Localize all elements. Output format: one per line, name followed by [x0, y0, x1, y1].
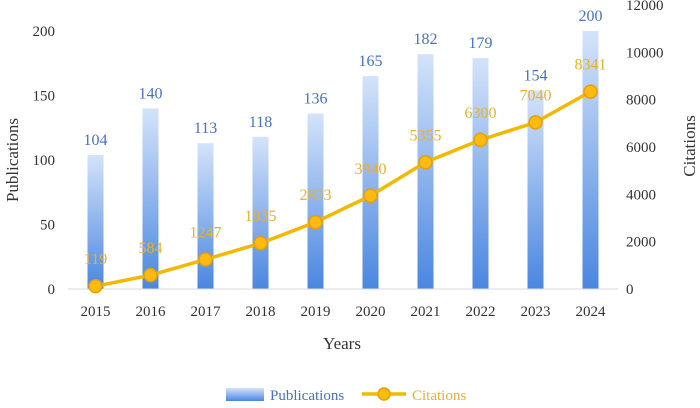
- y-right-tick-label: 4000: [626, 187, 656, 203]
- bar-publications-2023: [527, 90, 544, 289]
- legend-citations-label: Citations: [412, 388, 466, 403]
- bar-data-label: 200: [579, 8, 603, 25]
- axis-layer: 2015 2016 2017 2018 2019 2020 2021 2022 2023 2024…: [33, 0, 664, 320]
- y-right-tick-label: 2000: [626, 235, 656, 251]
- x-tick-label: 2015: [81, 304, 111, 320]
- bar-data-label: 140: [139, 85, 163, 102]
- x-tick-label: 2023: [521, 304, 551, 320]
- citations-marker-2015: [88, 278, 103, 294]
- y-right-tick-label: 12000: [626, 0, 664, 14]
- citations-marker-2016: [143, 267, 158, 283]
- bar-data-label: 136: [304, 91, 328, 108]
- y-left-tick-label: 200: [33, 24, 56, 40]
- citations-marker-2021: [418, 155, 433, 170]
- y-left-tick-label: 100: [33, 153, 56, 169]
- x-tick-label: 2017: [191, 304, 222, 320]
- y-left-tick-label: 50: [40, 218, 55, 234]
- bar-publications-2016: [142, 108, 159, 290]
- x-axis-title: Years: [323, 334, 361, 353]
- y-left-tick-label: 150: [33, 89, 56, 105]
- labels-layer: 104 140 113 118 136 165 182 179 154 200 119 584 1247…: [84, 8, 607, 268]
- y-axis-left-title: Publications: [3, 118, 22, 202]
- y-right-tick-label: 6000: [626, 140, 656, 156]
- y-right-tick-label: 0: [626, 282, 634, 298]
- line-layer: [88, 84, 598, 294]
- bar-publications-2019: [307, 113, 324, 289]
- citations-marker-2017: [198, 252, 213, 267]
- citations-data-label: 1247: [190, 224, 222, 241]
- bar-publications-2021: [417, 54, 434, 289]
- y-right-tick-label: 8000: [626, 93, 656, 109]
- citations-data-label: 1935: [245, 208, 277, 225]
- bar-publications-2017: [197, 143, 214, 289]
- bar-publications-2018: [252, 136, 269, 289]
- x-tick-label: 2024: [576, 304, 607, 320]
- bar-data-label: 165: [359, 53, 383, 70]
- x-tick-label: 2019: [301, 304, 331, 320]
- legend-citations-marker: [377, 387, 391, 401]
- bar-data-label: 179: [469, 35, 493, 52]
- legend-publications-swatch: [226, 388, 264, 401]
- bar-data-label: 104: [84, 132, 108, 149]
- bar-publications-2022: [472, 58, 489, 290]
- citations-data-label: 7040: [520, 87, 552, 104]
- x-tick-label: 2020: [356, 304, 386, 320]
- bars-layer: [87, 31, 599, 290]
- citations-marker-2018: [253, 235, 268, 251]
- citations-line: [95, 90, 592, 288]
- citations-marker-2022: [473, 132, 488, 148]
- citations-data-label: 6300: [465, 105, 497, 122]
- x-tick-label: 2021: [411, 304, 441, 320]
- citations-data-label: 5355: [410, 127, 442, 144]
- citations-marker-2020: [363, 188, 378, 204]
- y-right-tick-label: 10000: [626, 45, 664, 61]
- x-tick-label: 2018: [246, 304, 276, 320]
- bar-publications-2020: [362, 76, 379, 290]
- bar-publications-2015: [87, 154, 104, 289]
- citations-data-label: 584: [139, 240, 163, 257]
- x-tick-label: 2016: [136, 304, 167, 320]
- citations-data-label: 2823: [300, 187, 332, 204]
- legend: Publications Citations: [226, 387, 466, 404]
- bar-data-label: 154: [524, 67, 548, 84]
- citations-marker-2019: [308, 214, 323, 230]
- bar-data-label: 118: [249, 114, 272, 131]
- citations-data-label: 119: [84, 251, 107, 268]
- citations-data-label: 3940: [355, 161, 387, 178]
- bar-data-label: 182: [414, 31, 438, 48]
- bar-data-label: 113: [194, 120, 217, 137]
- citations-marker-2024: [583, 84, 598, 99]
- citations-data-label: 8341: [575, 57, 607, 74]
- legend-publications-label: Publications: [270, 388, 344, 403]
- x-tick-label: 2022: [466, 304, 496, 320]
- citations-marker-2023: [528, 115, 543, 130]
- y-axis-right-title: Citations: [680, 115, 699, 176]
- y-left-tick-label: 0: [48, 282, 56, 298]
